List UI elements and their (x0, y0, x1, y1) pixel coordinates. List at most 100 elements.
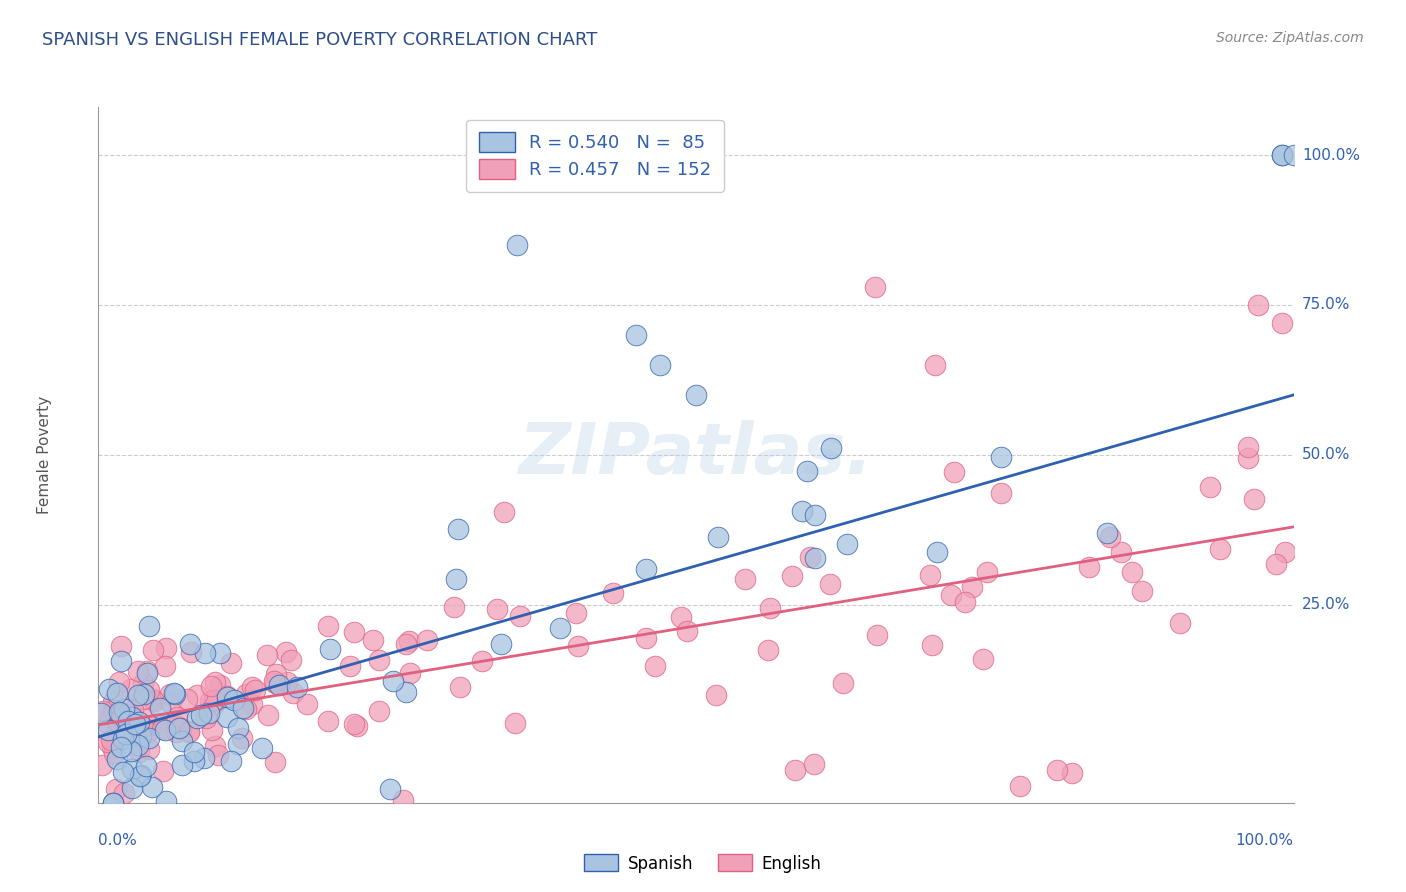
Point (141, 780, 163, 794)
Point (97, 681, 120, 696)
Point (103, 746, 125, 760)
Point (127, 738, 149, 752)
Point (1168, 616, 1191, 631)
Point (183, 755, 205, 769)
Point (395, 637, 418, 651)
Point (780, 569, 803, 583)
Point (120, 681, 142, 696)
Point (122, 703, 145, 717)
Point (243, 682, 266, 697)
Point (446, 572, 468, 586)
Point (295, 697, 318, 711)
Point (1199, 480, 1222, 494)
Text: 100.0%: 100.0% (1302, 147, 1360, 162)
Point (127, 665, 149, 679)
Point (485, 602, 508, 616)
Point (263, 673, 285, 688)
Text: ZIPatlas.: ZIPatlas. (519, 420, 873, 490)
Point (990, 486, 1012, 500)
Point (918, 568, 941, 582)
Point (832, 675, 855, 690)
Point (166, 719, 188, 733)
Text: 50.0%: 50.0% (1302, 448, 1350, 462)
Point (90, 706, 112, 720)
Point (368, 705, 391, 719)
Point (240, 681, 263, 695)
Point (1062, 765, 1084, 780)
Point (924, 358, 946, 372)
Point (799, 550, 821, 565)
Point (208, 646, 231, 660)
Text: 75.0%: 75.0% (1302, 297, 1350, 312)
Point (115, 727, 138, 741)
Point (128, 745, 150, 759)
Point (866, 628, 889, 642)
Point (942, 465, 965, 479)
Point (602, 586, 624, 600)
Point (835, 536, 858, 550)
Point (153, 659, 176, 673)
Point (361, 632, 384, 647)
Point (134, 711, 156, 725)
Point (281, 686, 304, 700)
Point (194, 711, 217, 725)
Point (190, 707, 212, 722)
Point (136, 665, 159, 680)
Point (1046, 763, 1069, 777)
Point (129, 729, 152, 743)
Point (179, 637, 201, 651)
Point (921, 639, 943, 653)
Point (1098, 530, 1121, 544)
Point (316, 619, 339, 633)
Point (155, 640, 177, 655)
Point (233, 807, 256, 822)
Point (250, 741, 273, 756)
Point (707, 530, 730, 544)
Point (231, 731, 253, 745)
Point (503, 715, 526, 730)
Point (346, 718, 368, 732)
Point (142, 643, 165, 657)
Point (925, 545, 948, 559)
Point (863, 280, 886, 294)
Point (98, 710, 121, 724)
Point (343, 716, 366, 731)
Point (180, 645, 202, 659)
Point (100, 732, 122, 747)
Point (443, 599, 465, 614)
Point (624, 328, 647, 343)
Point (200, 694, 222, 708)
Point (122, 807, 145, 822)
Point (232, 701, 254, 715)
Point (783, 764, 806, 778)
Point (112, 731, 135, 746)
Point (127, 688, 149, 702)
Point (186, 711, 208, 725)
Point (194, 646, 217, 660)
Text: SPANISH VS ENGLISH FEMALE POVERTY CORRELATION CHART: SPANISH VS ENGLISH FEMALE POVERTY CORREL… (42, 31, 598, 49)
Point (111, 765, 134, 780)
Point (274, 644, 297, 658)
Point (97, 723, 120, 737)
Point (506, 238, 529, 252)
Point (804, 551, 827, 566)
Point (676, 624, 699, 639)
Point (149, 700, 172, 714)
Point (392, 793, 415, 807)
Point (170, 734, 193, 748)
Point (200, 679, 222, 693)
Point (100, 807, 122, 822)
Point (215, 689, 238, 703)
Point (152, 764, 174, 778)
Point (447, 522, 470, 536)
Point (107, 674, 129, 689)
Point (112, 786, 135, 800)
Point (1264, 558, 1286, 572)
Point (398, 634, 420, 648)
Text: 100.0%: 100.0% (1236, 833, 1294, 848)
Point (155, 723, 177, 737)
Point (208, 678, 231, 692)
Point (177, 725, 200, 739)
Point (489, 637, 512, 651)
Point (146, 717, 169, 731)
